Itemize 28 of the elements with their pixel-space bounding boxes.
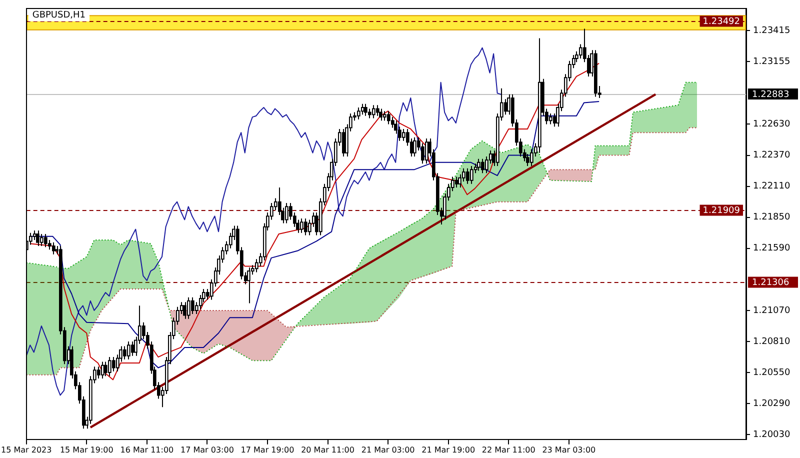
y-tick-label: 1.21590 (753, 244, 790, 254)
y-tick-label: 1.20030 (753, 430, 790, 440)
y-tick-label: 1.20290 (753, 398, 790, 409)
y-tick-label: 1.20550 (753, 368, 790, 378)
y-tick-label: 1.23415 (753, 26, 790, 36)
x-tick-label: 15 Mar 2023 (1, 445, 52, 454)
y-tick-label: 1.21850 (753, 212, 790, 223)
ref-line-label: 1.21909 (702, 206, 740, 216)
y-tick-label: 1.20810 (753, 336, 790, 347)
x-tick-label: 21 Mar 19:00 (422, 445, 476, 454)
x-tick-label: 20 Mar 11:00 (301, 445, 354, 454)
x-tick-label: 22 Mar 11:00 (482, 445, 536, 454)
ref-line-label: 1.21306 (752, 278, 790, 288)
y-tick-label: 1.22110 (753, 182, 790, 192)
x-tick-label: 15 Mar 19:00 (60, 445, 114, 454)
x-tick-label: 17 Mar 19:00 (240, 445, 294, 454)
y-tick-label: 1.21070 (753, 306, 790, 316)
y-tick-label: 1.22630 (753, 120, 790, 130)
line-series (26, 127, 698, 376)
ref-line-label: 1.23492 (702, 17, 740, 28)
x-tick-label: 23 Mar 03:00 (542, 445, 596, 454)
x-tick-label: 21 Mar 03:00 (361, 445, 415, 454)
chart-title: GBPUSD,H1 (32, 10, 86, 21)
y-tick-label: 1.22370 (753, 150, 790, 161)
y-tick-label: 1.23155 (753, 56, 790, 67)
x-tick-label: 17 Mar 03:00 (180, 445, 234, 454)
ref-line-label: 1.22883 (752, 90, 790, 100)
x-tick-label: 16 Mar 11:00 (120, 445, 174, 454)
